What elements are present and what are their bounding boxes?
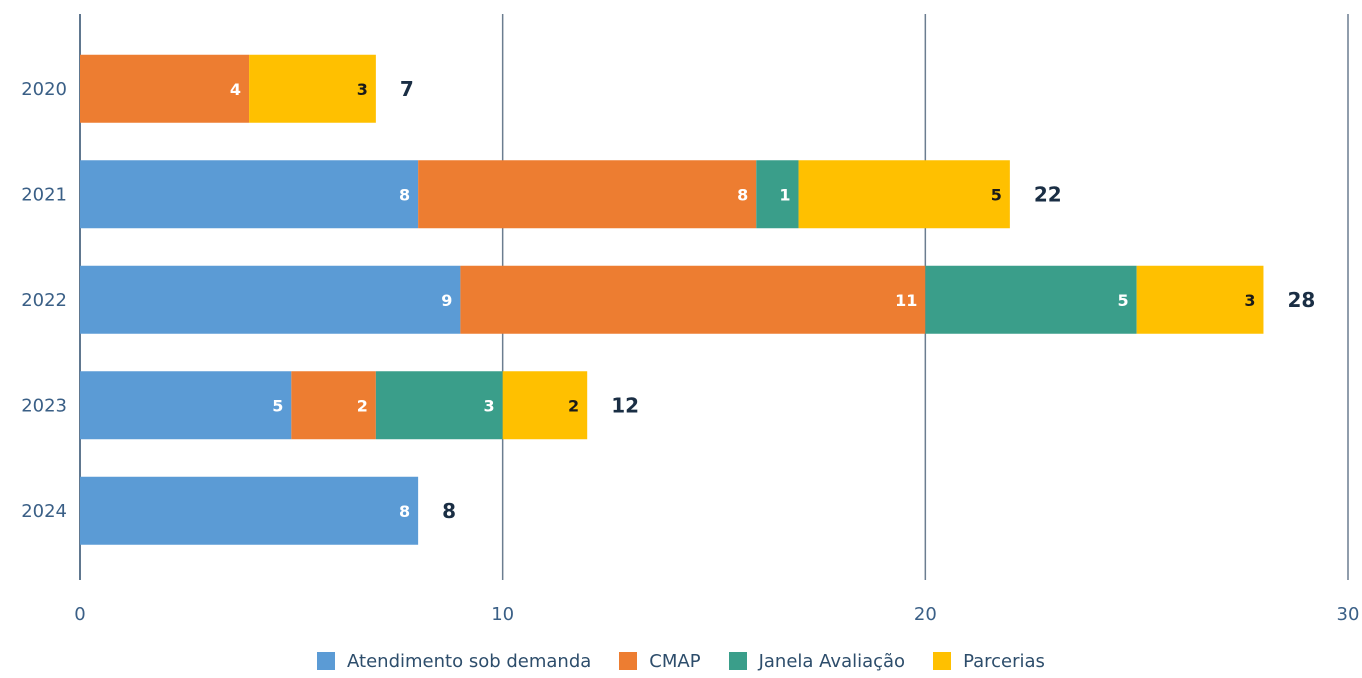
total-label-2022: 28	[1287, 288, 1315, 312]
chart-legend: Atendimento sob demanda CMAP Janela Avalia…	[0, 646, 1362, 676]
bar-segment-2022-1	[80, 265, 461, 334]
total-label-2023: 12	[611, 393, 639, 417]
y-tick-label-2020: 2020	[21, 79, 67, 100]
bar-segment-2022-3	[925, 265, 1137, 334]
data-label-2020-4: 3	[357, 80, 368, 99]
data-label-2022-2: 11	[895, 291, 917, 310]
data-label-2021-3: 1	[779, 185, 790, 204]
legend-item-3: Janela Avaliação	[728, 650, 906, 672]
legend-label: Atendimento sob demanda	[347, 650, 592, 672]
x-tick-label-20: 20	[914, 604, 937, 625]
legend-swatch	[317, 652, 336, 670]
data-label-2023-3: 3	[484, 396, 495, 415]
legend-item-1: Atendimento sob demanda	[317, 651, 591, 672]
bar-segment-2023-1	[80, 371, 292, 440]
legend-item-2: CMAP	[619, 650, 701, 672]
data-label-2022-3: 5	[1118, 291, 1129, 310]
total-label-2024: 8	[442, 499, 456, 523]
total-label-2020: 7	[400, 77, 414, 101]
bar-segment-2022-4	[1136, 265, 1264, 334]
x-tick-label-10: 10	[491, 604, 514, 625]
legend-label: CMAP	[649, 650, 701, 672]
data-label-2021-4: 5	[991, 185, 1002, 204]
legend-swatch	[933, 652, 952, 670]
data-label-2020-2: 4	[230, 80, 241, 99]
bar-segment-2022-2	[460, 265, 926, 334]
bar-segment-2020-2	[80, 54, 250, 123]
data-label-2022-4: 3	[1244, 291, 1255, 310]
data-label-2021-2: 8	[737, 185, 748, 204]
legend-swatch	[619, 652, 638, 670]
y-tick-label-2023: 2023	[21, 395, 67, 416]
bar-segment-2024-1	[80, 476, 419, 545]
data-label-2023-4: 2	[568, 396, 579, 415]
bar-segment-2021-1	[80, 160, 419, 229]
data-label-2023-1: 5	[272, 396, 283, 415]
bar-segment-2021-4	[798, 160, 1010, 229]
total-label-2021: 22	[1034, 182, 1062, 206]
y-tick-label-2024: 2024	[21, 501, 67, 522]
x-tick-label-30: 30	[1337, 604, 1360, 625]
bar-segment-2021-2	[418, 160, 757, 229]
data-label-2021-1: 8	[399, 185, 410, 204]
bar-segment-2023-3	[375, 371, 503, 440]
legend-label: Janela Avaliação	[758, 650, 906, 672]
data-label-2023-2: 2	[357, 396, 368, 415]
legend-item-4: Parcerias	[933, 651, 1045, 672]
data-label-2022-1: 9	[441, 291, 452, 310]
legend-swatch	[728, 652, 747, 670]
y-tick-label-2022: 2022	[21, 290, 67, 311]
legend-label: Parcerias	[963, 650, 1045, 672]
bar-segment-2020-4	[249, 54, 376, 123]
y-tick-label-2021: 2021	[21, 184, 67, 205]
data-label-2024-1: 8	[399, 502, 410, 521]
bar-segment-2021-3	[756, 160, 799, 229]
bar-segment-2023-4	[502, 371, 588, 440]
x-tick-label-0: 0	[74, 604, 85, 625]
bar-segment-2023-2	[291, 371, 376, 440]
